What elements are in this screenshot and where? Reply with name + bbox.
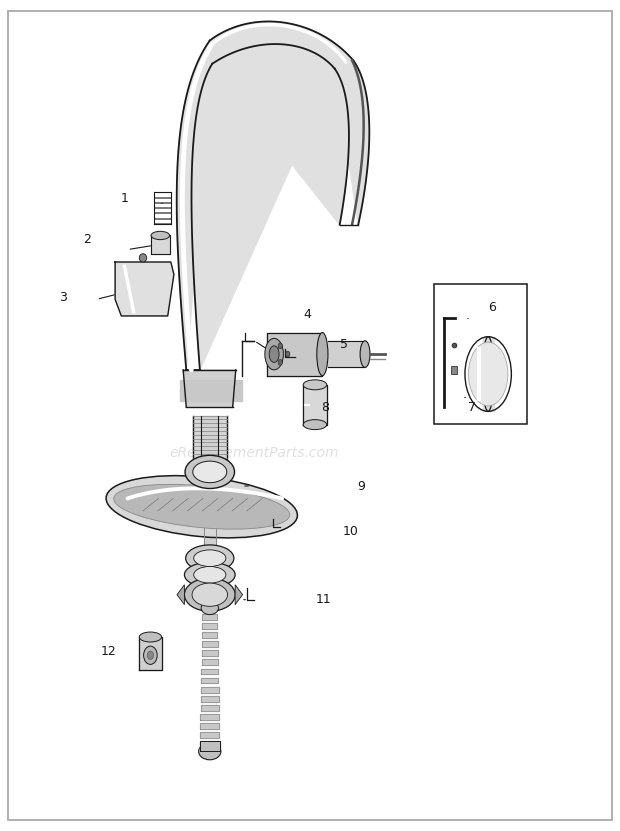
Text: 1: 1 [120, 192, 128, 204]
Text: 7: 7 [468, 401, 476, 414]
Text: 8: 8 [321, 401, 329, 414]
Ellipse shape [185, 455, 234, 489]
Polygon shape [200, 714, 219, 720]
Polygon shape [140, 637, 162, 670]
Ellipse shape [198, 743, 221, 760]
Polygon shape [200, 723, 219, 729]
Ellipse shape [193, 461, 227, 483]
Ellipse shape [201, 602, 218, 615]
Bar [434, 284, 526, 424]
Ellipse shape [360, 341, 370, 367]
Ellipse shape [148, 652, 154, 660]
Text: 12: 12 [101, 646, 117, 658]
Polygon shape [200, 732, 219, 738]
Text: 5: 5 [340, 338, 348, 352]
Polygon shape [201, 696, 219, 701]
Ellipse shape [193, 550, 226, 567]
Ellipse shape [184, 563, 235, 588]
Ellipse shape [303, 380, 327, 390]
Ellipse shape [106, 475, 298, 538]
Polygon shape [235, 585, 242, 605]
Ellipse shape [140, 632, 162, 642]
Ellipse shape [278, 360, 283, 366]
Text: 4: 4 [303, 307, 311, 321]
Ellipse shape [184, 578, 235, 612]
Polygon shape [202, 632, 218, 638]
Polygon shape [203, 614, 217, 620]
Ellipse shape [185, 545, 234, 572]
Ellipse shape [278, 343, 283, 349]
Polygon shape [203, 475, 216, 565]
Polygon shape [202, 660, 218, 665]
Ellipse shape [265, 338, 283, 370]
Polygon shape [177, 22, 370, 370]
Text: 6: 6 [489, 301, 497, 314]
Ellipse shape [286, 352, 290, 357]
Polygon shape [201, 705, 219, 711]
Ellipse shape [113, 484, 290, 529]
Ellipse shape [482, 337, 494, 411]
Polygon shape [193, 416, 227, 470]
Polygon shape [328, 341, 365, 367]
Ellipse shape [303, 420, 327, 430]
Ellipse shape [151, 231, 170, 239]
Text: 3: 3 [59, 291, 66, 304]
Polygon shape [201, 677, 218, 683]
Ellipse shape [317, 332, 328, 376]
Polygon shape [482, 337, 494, 411]
Polygon shape [202, 642, 218, 647]
Ellipse shape [469, 342, 508, 406]
Ellipse shape [140, 253, 147, 262]
Ellipse shape [144, 647, 157, 664]
Polygon shape [202, 651, 218, 656]
Polygon shape [202, 623, 217, 629]
Polygon shape [177, 585, 184, 605]
Polygon shape [180, 380, 242, 401]
Polygon shape [200, 741, 219, 747]
Polygon shape [267, 332, 322, 376]
Text: 11: 11 [316, 593, 332, 606]
Polygon shape [202, 668, 218, 674]
Polygon shape [203, 605, 217, 611]
Ellipse shape [192, 583, 228, 607]
Polygon shape [151, 235, 170, 253]
Text: 9: 9 [356, 479, 365, 493]
Polygon shape [183, 370, 236, 407]
Bar [451, 366, 457, 374]
Ellipse shape [193, 567, 226, 583]
Ellipse shape [269, 346, 279, 362]
Text: eReplacementParts.com: eReplacementParts.com [170, 446, 339, 460]
Polygon shape [115, 262, 174, 316]
Polygon shape [201, 416, 218, 470]
Text: 2: 2 [83, 234, 91, 246]
Polygon shape [201, 686, 219, 692]
Polygon shape [303, 385, 327, 425]
Polygon shape [200, 740, 219, 751]
Text: 10: 10 [342, 525, 358, 538]
